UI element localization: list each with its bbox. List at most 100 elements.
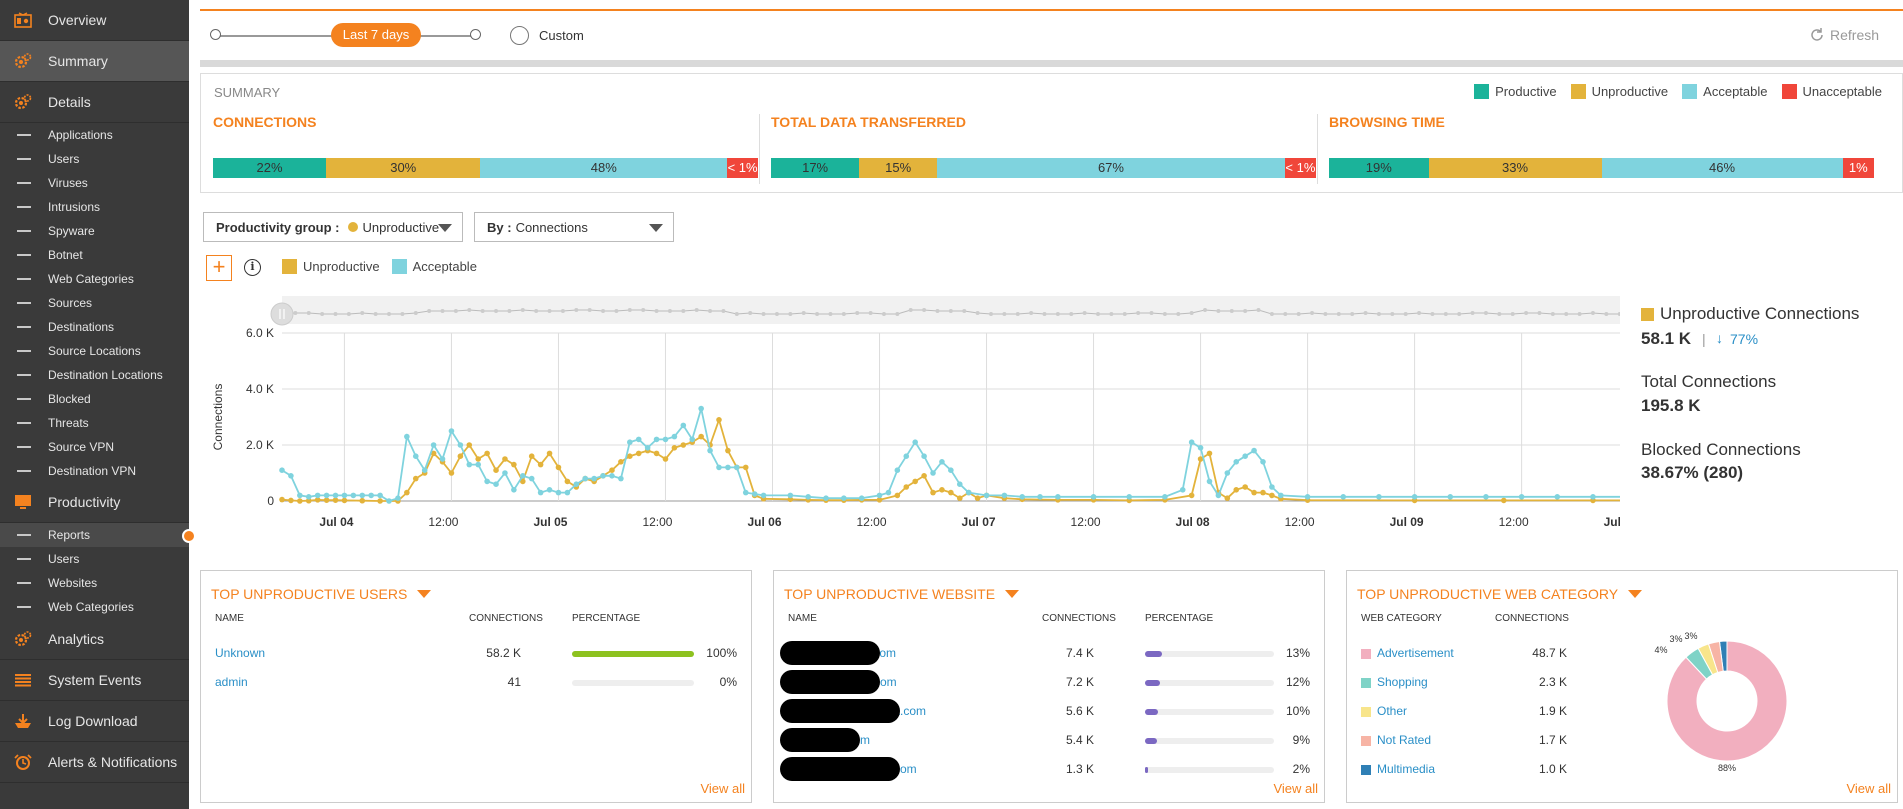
- productivity-group-dropdown[interactable]: Productivity group : Unproductive: [203, 212, 463, 242]
- bar-segment[interactable]: 19%: [1329, 158, 1429, 178]
- data-point[interactable]: [627, 439, 633, 445]
- sidebar-item-analytics[interactable]: Analytics: [0, 619, 189, 660]
- data-point[interactable]: [484, 478, 490, 485]
- data-point[interactable]: [1206, 450, 1213, 457]
- sidebar-subitem-blocked[interactable]: Blocked: [0, 387, 189, 411]
- data-point[interactable]: [734, 464, 740, 471]
- sidebar-subitem-destinations[interactable]: Destinations: [0, 315, 189, 339]
- data-point[interactable]: [1037, 494, 1043, 500]
- sidebar-subitem-destination-locations[interactable]: Destination Locations: [0, 363, 189, 387]
- data-point[interactable]: [662, 456, 669, 462]
- data-point[interactable]: [609, 467, 615, 473]
- data-point[interactable]: [903, 484, 910, 490]
- data-point[interactable]: [1224, 495, 1231, 501]
- sidebar-subitem-intrusions[interactable]: Intrusions: [0, 195, 189, 219]
- sidebar-subitem-threats[interactable]: Threats: [0, 411, 189, 435]
- data-point[interactable]: [609, 473, 615, 479]
- data-point[interactable]: [1197, 445, 1204, 451]
- data-point[interactable]: [359, 497, 366, 504]
- data-point[interactable]: [618, 475, 624, 482]
- data-point[interactable]: [519, 473, 526, 479]
- data-point[interactable]: [858, 495, 865, 501]
- user-name-link[interactable]: admin: [215, 675, 248, 689]
- data-point[interactable]: [974, 495, 981, 501]
- period-selector[interactable]: Last 7 days: [331, 23, 421, 47]
- data-point[interactable]: [546, 450, 553, 457]
- data-point[interactable]: [297, 492, 303, 499]
- data-point[interactable]: [930, 470, 936, 476]
- data-point[interactable]: [484, 450, 490, 457]
- data-point[interactable]: [965, 489, 972, 496]
- sidebar-item-details[interactable]: Details: [0, 82, 189, 123]
- sidebar-subitem-source-locations[interactable]: Source Locations: [0, 339, 189, 363]
- chart-legend-acceptable[interactable]: Acceptable: [391, 259, 477, 274]
- data-point[interactable]: [288, 473, 294, 479]
- data-point[interactable]: [591, 475, 597, 482]
- data-point[interactable]: [1233, 487, 1240, 493]
- data-point[interactable]: [1251, 447, 1257, 454]
- sidebar-subitem-web-categories[interactable]: Web Categories: [0, 595, 189, 619]
- data-point[interactable]: [689, 436, 696, 443]
- data-point[interactable]: [939, 487, 945, 493]
- data-point[interactable]: [475, 456, 481, 462]
- data-point[interactable]: [912, 478, 918, 485]
- data-point[interactable]: [448, 470, 455, 476]
- data-point[interactable]: [948, 467, 954, 473]
- data-point[interactable]: [680, 422, 687, 429]
- sidebar-subitem-sources[interactable]: Sources: [0, 291, 189, 315]
- data-point[interactable]: [555, 464, 562, 471]
- data-point[interactable]: [502, 470, 508, 476]
- data-point[interactable]: [341, 492, 348, 499]
- data-point[interactable]: [1188, 492, 1195, 499]
- category-name-link[interactable]: Not Rated: [1377, 733, 1432, 747]
- sidebar-subitem-applications[interactable]: Applications: [0, 123, 189, 147]
- data-point[interactable]: [671, 445, 678, 451]
- category-name-link[interactable]: Shopping: [1377, 675, 1428, 689]
- category-row[interactable]: Not Rated: [1361, 733, 1431, 749]
- data-point[interactable]: [760, 492, 767, 499]
- refresh-button[interactable]: Refresh: [1809, 25, 1879, 45]
- category-row[interactable]: Shopping: [1361, 675, 1428, 691]
- data-point[interactable]: [1233, 459, 1240, 465]
- data-point[interactable]: [912, 439, 918, 445]
- data-point[interactable]: [412, 475, 419, 482]
- data-point[interactable]: [1242, 484, 1248, 490]
- data-point[interactable]: [412, 453, 419, 459]
- data-point[interactable]: [698, 433, 704, 440]
- data-point[interactable]: [404, 489, 410, 496]
- bar-segment[interactable]: 22%: [213, 158, 327, 178]
- data-point[interactable]: [876, 497, 883, 503]
- data-point[interactable]: [332, 497, 339, 503]
- data-point[interactable]: [930, 489, 936, 496]
- data-point[interactable]: [1001, 492, 1008, 499]
- data-point[interactable]: [537, 461, 544, 468]
- data-point[interactable]: [1206, 478, 1213, 485]
- data-point[interactable]: [1251, 489, 1257, 496]
- data-point[interactable]: [1090, 494, 1097, 500]
- info-icon[interactable]: i: [244, 259, 261, 276]
- data-point[interactable]: [466, 461, 473, 468]
- sidebar-subitem-web-categories[interactable]: Web Categories: [0, 267, 189, 291]
- data-point[interactable]: [956, 495, 963, 501]
- data-point[interactable]: [386, 498, 392, 504]
- data-point[interactable]: [404, 433, 410, 440]
- data-point[interactable]: [1269, 484, 1275, 490]
- data-point[interactable]: [448, 428, 455, 434]
- data-point[interactable]: [502, 456, 508, 462]
- data-point[interactable]: [279, 467, 285, 473]
- data-point[interactable]: [653, 450, 660, 457]
- data-point[interactable]: [894, 467, 901, 473]
- data-point[interactable]: [939, 459, 945, 465]
- by-dropdown[interactable]: By : Connections: [474, 212, 674, 242]
- data-point[interactable]: [1411, 494, 1418, 500]
- data-point[interactable]: [600, 473, 606, 479]
- data-point[interactable]: [511, 487, 517, 493]
- data-point[interactable]: [439, 456, 446, 462]
- sidebar-item-system-events[interactable]: System Events: [0, 660, 189, 701]
- data-point[interactable]: [876, 492, 883, 499]
- bar-segment[interactable]: 30%: [326, 158, 481, 178]
- data-point[interactable]: [983, 492, 990, 499]
- data-point[interactable]: [644, 445, 651, 451]
- bar-segment[interactable]: 67%: [937, 158, 1285, 178]
- data-point[interactable]: [903, 453, 910, 459]
